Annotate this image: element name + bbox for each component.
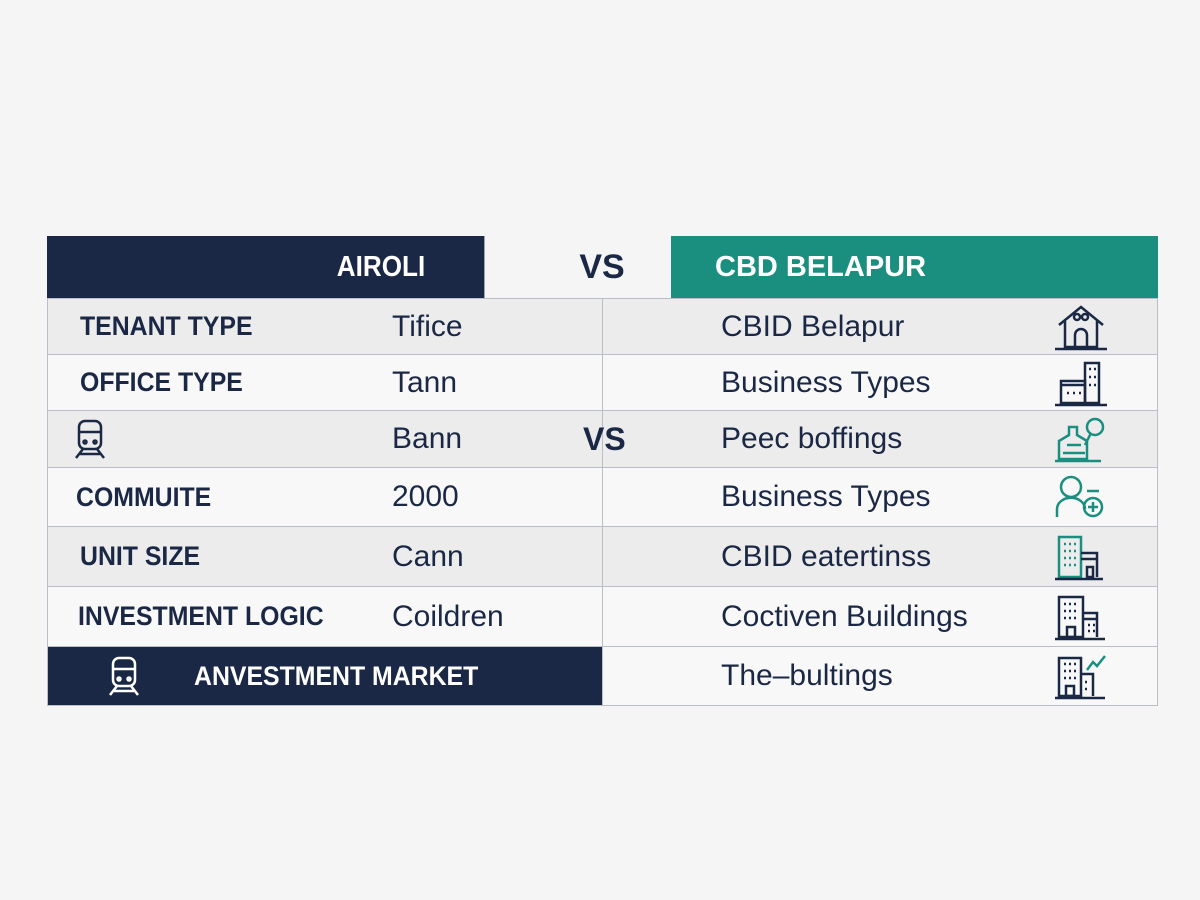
airoli-value: Coildren [392,599,504,633]
row-label: COMMUITE [76,481,212,512]
table-row: INVESTMENT LOGIC Coildren Coctiven Buildi… [48,586,1157,646]
row-label: TENANT TYPE [80,311,253,341]
buildings-growth-icon [1055,655,1106,700]
table-row: COMMUITE 2000 Business Types [48,467,1157,526]
train-icon [109,656,139,696]
table-row: Bann VS Peec boffings [48,410,1157,467]
airoli-value: Cann [392,539,464,573]
row-label: INVESTMENT LOGIC [78,601,324,631]
belapur-value: Peec boffings [721,422,903,455]
comparison-table: TENANT TYPE Tifice CBID Belapur OFFICE TY… [47,298,1158,706]
vs-label: VS [579,247,625,286]
belapur-value: The–bultings [721,659,893,692]
buildings-icon [1055,595,1105,640]
cbd-belapur-title: CBD BELAPUR [715,250,927,283]
belapur-value: Business Types [721,365,931,399]
cbd-belapur-header: CBD BELAPUR [671,236,1158,298]
office-building-icon [1055,361,1107,406]
airoli-value: Tann [392,365,458,399]
table-row: OFFICE TYPE Tann Business Types [48,354,1157,410]
vs-label: VS [583,420,626,457]
belapur-value: CBID eatertinss [721,539,932,573]
factory-icon [1055,417,1105,463]
table-row: TENANT TYPE Tifice CBID Belapur [48,298,1157,354]
airoli-value: Bann [392,422,463,455]
table-row: ANVESTMENT MARKET The–bultings [48,646,1157,705]
belapur-value: CBID Belapur [721,309,905,343]
airoli-value: Tifice [392,309,463,343]
airoli-header: AIROLI [47,236,485,298]
row-label: UNIT SIZE [80,541,201,571]
person-add-icon [1055,475,1104,518]
airoli-title: AIROLI [336,250,426,283]
airoli-value: 2000 [392,480,459,513]
building-icon [1055,535,1103,580]
table-row: UNIT SIZE Cann CBID eatertinss [48,526,1157,586]
belapur-value: Business Types [721,480,931,513]
row-label: OFFICE TYPE [80,367,243,397]
train-icon [75,419,105,459]
row-label: ANVESTMENT MARKET [194,660,479,691]
belapur-value: Coctiven Buildings [721,599,968,633]
house-icon [1055,304,1107,350]
